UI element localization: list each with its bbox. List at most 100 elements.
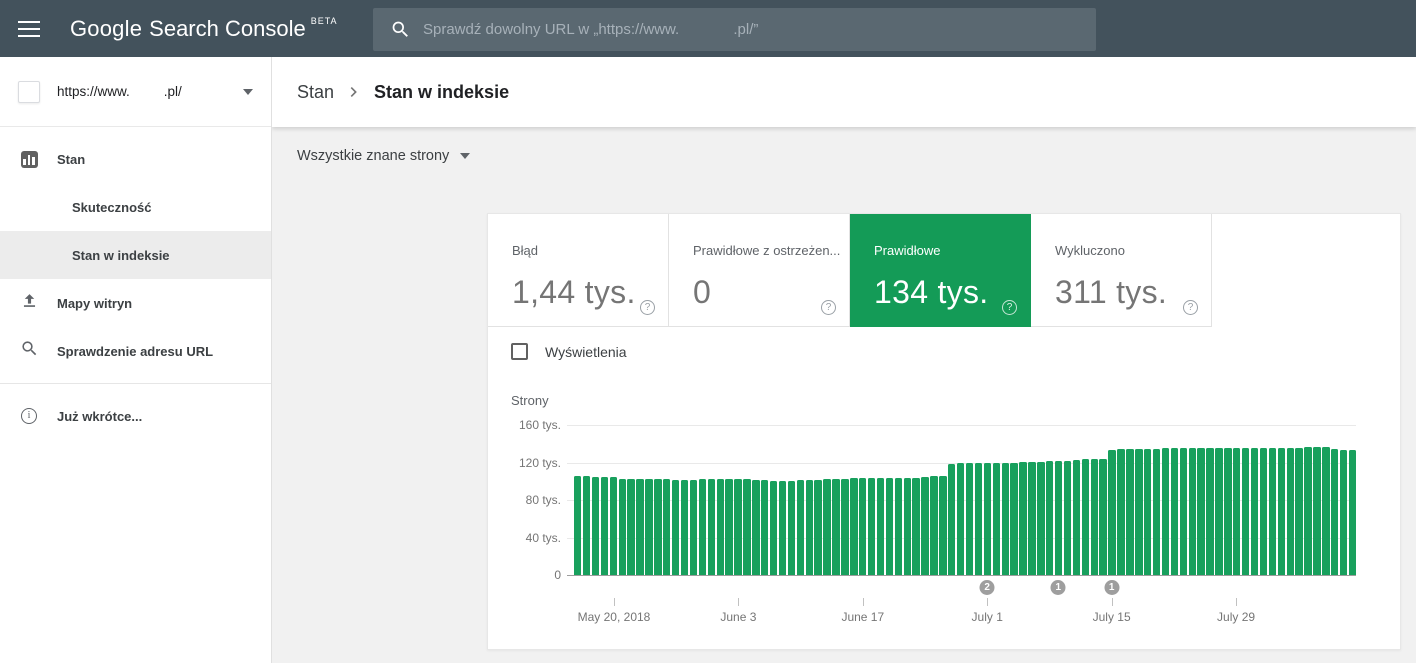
chart-bar[interactable] (806, 480, 813, 575)
status-card-prawid-owe[interactable]: Prawidłowe134 tys.? (850, 214, 1031, 327)
chart-bar[interactable] (708, 479, 715, 575)
hamburger-menu-icon[interactable] (18, 21, 40, 37)
chart-bar[interactable] (1126, 449, 1133, 575)
chart-bar[interactable] (868, 478, 875, 575)
chart-bar[interactable] (1108, 450, 1115, 575)
chart-bar[interactable] (921, 477, 928, 575)
sidebar-item-skutecznosc[interactable]: Skuteczność (0, 183, 271, 231)
chart-bar[interactable] (823, 479, 830, 575)
chart-bar[interactable] (832, 479, 839, 575)
chart-bar[interactable] (1037, 462, 1044, 575)
sidebar-item-sprawdzenie-adresu-url[interactable]: Sprawdzenie adresu URL (0, 327, 271, 375)
chart-bar[interactable] (1313, 447, 1320, 575)
chart-bar[interactable] (1322, 447, 1329, 575)
chart-bar[interactable] (1304, 447, 1311, 575)
chart-bar[interactable] (717, 479, 724, 575)
chart-bar[interactable] (895, 478, 902, 576)
chart-bar[interactable] (1073, 460, 1080, 575)
sidebar-item-stan[interactable]: Stan (0, 135, 271, 183)
sidebar-item-juz-wkrotce[interactable]: iJuż wkrótce... (0, 392, 271, 440)
status-card-wykluczono[interactable]: Wykluczono311 tys.? (1031, 214, 1212, 327)
chart-bar[interactable] (1180, 448, 1187, 575)
chart-bar[interactable] (1242, 448, 1249, 576)
chart-bar[interactable] (1117, 449, 1124, 575)
chart-bar[interactable] (886, 478, 893, 575)
chart-bar[interactable] (770, 481, 777, 575)
help-icon[interactable]: ? (1183, 300, 1198, 315)
chart-bar[interactable] (1162, 448, 1169, 575)
chart-bar[interactable] (948, 464, 955, 575)
chart-bar[interactable] (672, 480, 679, 575)
chart-bar[interactable] (904, 478, 911, 576)
annotation-badge[interactable]: 1 (1051, 580, 1066, 595)
chart-bar[interactable] (1233, 448, 1240, 576)
chart-bar[interactable] (681, 480, 688, 575)
chart-bar[interactable] (1197, 448, 1204, 575)
property-selector[interactable]: https://www. .pl/ (0, 57, 271, 127)
chart-bar[interactable] (1189, 448, 1196, 575)
chart-bar[interactable] (1251, 448, 1258, 576)
chart-bar[interactable] (645, 479, 652, 575)
chart-bar[interactable] (1064, 461, 1071, 575)
chart-bar[interactable] (583, 476, 590, 575)
chart-bar[interactable] (1171, 448, 1178, 575)
chart-bar[interactable] (841, 479, 848, 575)
chart-bar[interactable] (699, 479, 706, 575)
chart-bar[interactable] (1215, 448, 1222, 575)
chart-bar[interactable] (761, 480, 768, 575)
chart-bar[interactable] (1010, 463, 1017, 576)
chart-bar[interactable] (1046, 461, 1053, 575)
chart-bar[interactable] (1091, 459, 1098, 575)
chart-bar[interactable] (743, 479, 750, 575)
url-inspection-input[interactable] (423, 8, 1083, 51)
pages-filter-dropdown[interactable]: Wszystkie znane strony (297, 148, 470, 164)
annotation-badge[interactable]: 2 (980, 580, 995, 595)
help-icon[interactable]: ? (821, 300, 836, 315)
chart-bar[interactable] (877, 478, 884, 575)
chart-bar[interactable] (1287, 448, 1294, 576)
chart-bar[interactable] (1340, 450, 1347, 575)
chart-bar[interactable] (788, 481, 795, 575)
sidebar-item-mapy-witryn[interactable]: Mapy witryn (0, 279, 271, 327)
chart-bar[interactable] (654, 479, 661, 575)
chart-bar[interactable] (1206, 448, 1213, 575)
chart-bar[interactable] (574, 476, 581, 575)
chart-bar[interactable] (1055, 461, 1062, 575)
chart-bar[interactable] (1099, 459, 1106, 575)
chart-bar[interactable] (619, 479, 626, 575)
chart-bar[interactable] (966, 463, 973, 575)
chart-bar[interactable] (752, 480, 759, 575)
chart-bar[interactable] (1260, 448, 1267, 576)
sidebar-item-stan-w-indeksie[interactable]: Stan w indeksie (0, 231, 271, 279)
status-card-prawid-owe-z-ostrze-en[interactable]: Prawidłowe z ostrzeżen...0? (669, 214, 850, 327)
breadcrumb-parent[interactable]: Stan (297, 82, 334, 103)
chart-bar[interactable] (975, 463, 982, 575)
chart-bar[interactable] (912, 478, 919, 576)
chart-bar[interactable] (1224, 448, 1231, 576)
chart-bar[interactable] (1135, 449, 1142, 575)
chart-bar[interactable] (993, 463, 1000, 576)
chart-bar[interactable] (725, 479, 732, 575)
chart-bar[interactable] (1082, 459, 1089, 575)
chart-bar[interactable] (627, 479, 634, 575)
help-icon[interactable]: ? (1002, 300, 1017, 315)
chart-bar[interactable] (1349, 450, 1356, 575)
chart-bar[interactable] (663, 479, 670, 575)
impressions-toggle[interactable]: Wyświetlenia (511, 343, 627, 360)
chart-bar[interactable] (1019, 462, 1026, 575)
chart-bar[interactable] (1331, 449, 1338, 575)
chart-bar[interactable] (984, 463, 991, 576)
chart-bar[interactable] (1153, 449, 1160, 575)
chart-bar[interactable] (939, 476, 946, 575)
chart-bar[interactable] (690, 480, 697, 575)
chart-bar[interactable] (1278, 448, 1285, 576)
chart-bar[interactable] (601, 477, 608, 575)
chart-bar[interactable] (1002, 463, 1009, 576)
checkbox-icon[interactable] (511, 343, 528, 360)
chart-bar[interactable] (930, 476, 937, 575)
chart-bar[interactable] (814, 480, 821, 575)
help-icon[interactable]: ? (640, 300, 655, 315)
chart-bar[interactable] (797, 480, 804, 575)
status-card-b-d[interactable]: Błąd1,44 tys.? (488, 214, 669, 327)
chart-bar[interactable] (734, 479, 741, 575)
